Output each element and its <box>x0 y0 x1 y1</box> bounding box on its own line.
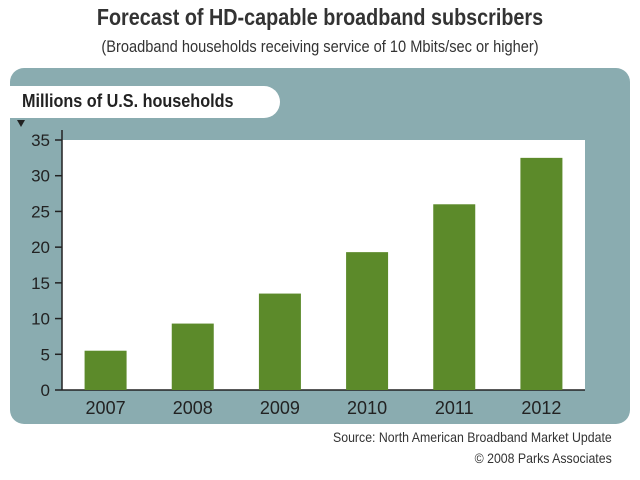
y-axis-label-tab <box>10 86 280 118</box>
y-tick-label: 35 <box>31 131 50 150</box>
x-tick-label: 2011 <box>435 398 474 418</box>
x-tick-label: 2012 <box>521 398 561 418</box>
bar <box>171 323 214 390</box>
y-tick-label: 10 <box>31 310 50 329</box>
bar <box>84 350 127 390</box>
y-tick-label: 25 <box>31 202 50 221</box>
y-tick-label: 20 <box>31 238 50 257</box>
source-text: Source: North American Broadband Market … <box>333 429 612 445</box>
bar <box>520 157 563 390</box>
x-tick-label: 2010 <box>347 398 387 418</box>
y-tick-label: 0 <box>41 381 50 400</box>
y-tick-label: 15 <box>31 274 50 293</box>
chart-subtitle: (Broadband households receiving service … <box>101 37 539 56</box>
bar <box>258 293 301 390</box>
y-axis-label: Millions of U.S. households <box>22 91 234 111</box>
chart-title: Forecast of HD-capable broadband subscri… <box>96 4 544 30</box>
x-tick-label: 2009 <box>260 398 300 418</box>
bar <box>346 252 389 390</box>
plot-area <box>62 140 585 390</box>
copyright-text: © 2008 Parks Associates <box>474 450 612 466</box>
x-tick-label: 2008 <box>173 398 213 418</box>
bar <box>433 204 476 390</box>
source-note: Source: North American Broadband Market … <box>333 427 612 469</box>
y-tick-label: 30 <box>31 167 50 186</box>
y-tick-label: 5 <box>41 345 50 364</box>
y-axis-arrow-icon <box>17 120 25 127</box>
x-tick-label: 2007 <box>86 398 126 418</box>
